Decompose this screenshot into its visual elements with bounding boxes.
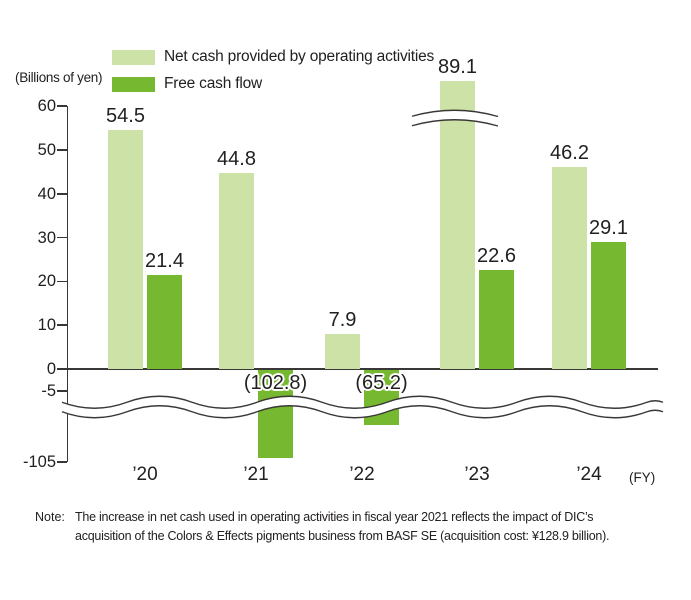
y-axis-tick-label: -105 <box>22 453 56 471</box>
bar-operating-22 <box>325 334 360 369</box>
footnote-line-1: The increase in net cash used in operati… <box>75 510 594 524</box>
bar-value-operating-23: 89.1 <box>438 56 477 78</box>
y-axis-tick <box>56 461 67 463</box>
bar-operating-24 <box>552 166 587 369</box>
footnote-label: Note: <box>35 510 65 524</box>
x-axis-label-24: ’24 <box>576 464 602 485</box>
y-axis-tick <box>56 236 67 239</box>
y-axis-tick <box>56 368 67 370</box>
y-axis-tick <box>56 390 67 392</box>
bar-fcf-24 <box>591 241 626 369</box>
bar-value-fcf-20: 21.4 <box>145 250 184 273</box>
bar-value-fcf-24: 29.1 <box>589 216 628 239</box>
bar-value-operating-22: 7.9 <box>328 309 357 332</box>
x-axis-label-21: ’21 <box>243 464 269 485</box>
bar-value-operating-21: 44.8 <box>217 147 256 170</box>
x-axis-label-20: ’20 <box>132 464 158 485</box>
bar-value-fcf-21: (102.8) <box>243 372 308 394</box>
y-axis-tick-label: 10 <box>37 316 56 335</box>
bar-value-operating-20: 54.5 <box>106 105 145 128</box>
y-axis-unit-label: (Billions of yen) <box>15 70 103 85</box>
legend-item-operating-cash: Net cash provided by operating activitie… <box>112 48 435 65</box>
legend-item-free-cash-flow: Free cash flow <box>112 75 434 92</box>
y-axis-tick-label: -5 <box>41 382 56 400</box>
x-axis-fy-label: (FY) <box>629 470 656 485</box>
y-axis-tick-label: 0 <box>46 360 56 378</box>
y-axis-tick <box>56 324 67 326</box>
bar-operating-21 <box>219 172 254 369</box>
y-axis-tick <box>56 193 67 195</box>
y-axis-tick <box>56 149 67 151</box>
y-axis-line <box>66 106 69 462</box>
y-axis-tick-label: 50 <box>37 141 56 159</box>
legend: Net cash provided by operating activitie… <box>112 48 435 103</box>
legend-label-operating-cash: Net cash provided by operating activitie… <box>164 48 435 65</box>
bar-operating-23 <box>440 81 475 369</box>
legend-label-free-cash-flow: Free cash flow <box>164 75 262 92</box>
y-axis-tick-label: 20 <box>37 272 56 291</box>
y-axis-tick <box>56 280 67 283</box>
y-axis-tick-label: 30 <box>37 228 56 247</box>
bar-value-operating-24: 46.2 <box>550 141 589 164</box>
y-axis-tick <box>56 105 67 107</box>
bar-value-fcf-22: (65.2) <box>355 372 408 394</box>
legend-swatch-operating-cash <box>112 49 155 65</box>
legend-swatch-free-cash-flow <box>112 76 155 92</box>
bar-value-fcf-23: 22.6 <box>477 245 516 267</box>
footnote: Note: The increase in net cash used in o… <box>35 508 610 545</box>
zero-baseline <box>66 368 658 370</box>
footnote-text: The increase in net cash used in operati… <box>75 508 610 545</box>
y-axis-tick-label: 40 <box>37 184 56 203</box>
bar-fcf-20 <box>147 275 182 369</box>
bar-operating-20 <box>108 130 143 369</box>
x-axis-label-22: ’22 <box>349 464 375 485</box>
bar-fcf-23 <box>479 270 514 369</box>
footnote-line-2: acquisition of the Colors & Effects pigm… <box>75 528 610 543</box>
y-axis-tick-label: 60 <box>37 97 56 116</box>
x-axis-label-23: ’23 <box>464 464 490 485</box>
